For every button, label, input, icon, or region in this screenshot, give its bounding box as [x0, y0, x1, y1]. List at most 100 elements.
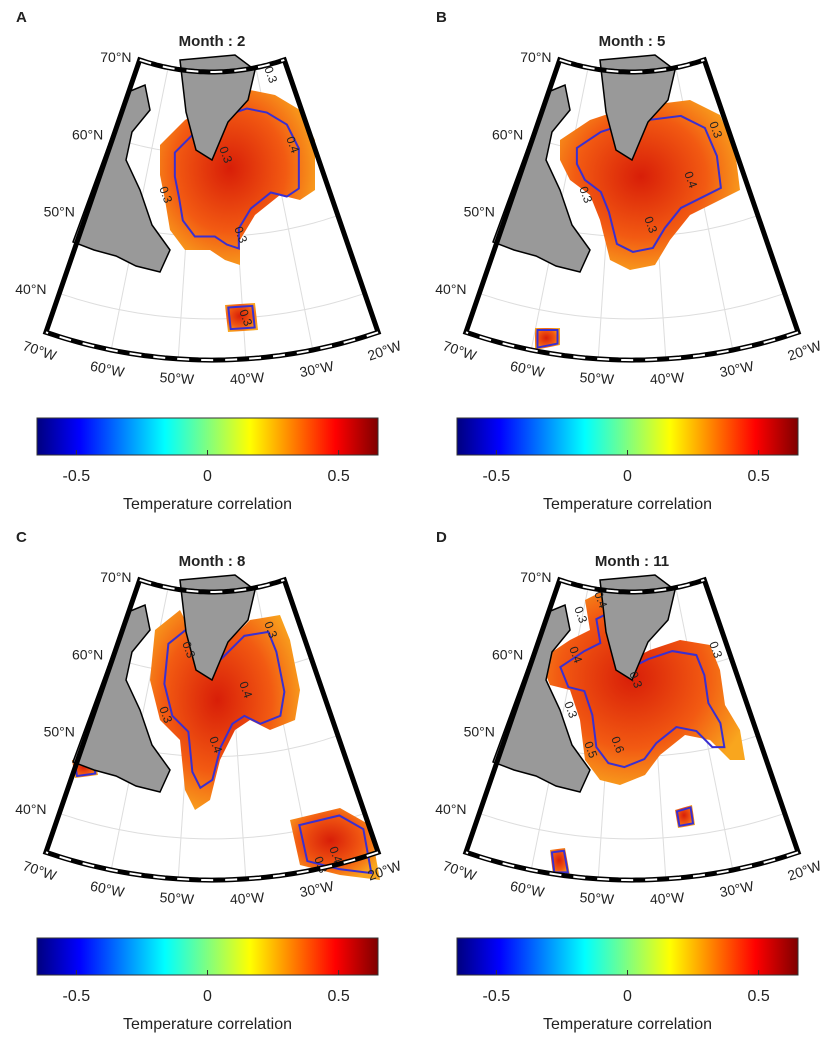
contour-label: 0.4 [591, 589, 610, 610]
land [179, 574, 256, 682]
contour-label: 0.4 [326, 844, 345, 865]
lat-label: 50°N [44, 204, 75, 220]
contour-line [298, 814, 373, 875]
contour-label: 0.4 [283, 134, 302, 155]
contour-label: 0.5 [581, 739, 600, 760]
colorbar-tick-label: -0.5 [63, 468, 91, 485]
lon-label: 60°W [89, 358, 127, 381]
lon-label: 60°W [509, 358, 547, 381]
contour-label: 0.3 [706, 119, 725, 140]
contour-label: 0.4 [236, 679, 255, 700]
lon-label: 30°W [298, 877, 336, 900]
colorbar-tick-label: 0 [623, 468, 632, 485]
contour-label: 0.3 [261, 619, 280, 640]
colorbar-label: Temperature correlation [123, 496, 292, 513]
colorbar [36, 937, 379, 976]
lat-label: 70°N [520, 569, 551, 585]
lat-label: 60°N [72, 646, 103, 662]
lon-label: 40°W [649, 889, 685, 907]
lat-label: 50°N [464, 204, 495, 220]
correlation-area [560, 100, 740, 270]
lat-label: 70°N [100, 49, 131, 65]
panel-title: Month : 11 [595, 553, 669, 570]
land [599, 54, 676, 162]
colorbar [456, 417, 799, 456]
lon-label: 20°W [785, 857, 823, 884]
panel-letter: B [436, 9, 447, 26]
land [72, 83, 171, 273]
colorbar [36, 417, 379, 456]
panel-title: Month : 8 [179, 553, 246, 570]
colorbar-tick-label: -0.5 [63, 988, 91, 1005]
lon-label: 40°W [229, 889, 265, 907]
land [72, 603, 171, 793]
contour-label: 0.3 [156, 184, 175, 205]
correlation-area [225, 303, 258, 332]
lon-label: 50°W [579, 889, 615, 907]
land [492, 83, 591, 273]
lat-label: 60°N [492, 126, 523, 142]
lon-label: 20°W [785, 337, 823, 364]
panel: B Month : 5 0.3 0.4 0.3 0.3 70°N 60°N 50°N 40°N 70… [435, 9, 824, 513]
panel-title: Month : 2 [179, 33, 246, 50]
colorbar-tick-label: 0 [623, 988, 632, 1005]
colorbar-label: Temperature correlation [543, 496, 712, 513]
contour-label: 0.3 [179, 639, 198, 660]
contour-label: 0.3 [156, 704, 175, 725]
contour-label: 0.3 [231, 224, 250, 245]
correlation-area [540, 590, 745, 785]
lon-label: 30°W [298, 357, 336, 380]
map-frame-ticks [465, 578, 799, 882]
contour-label: 0.3 [641, 214, 660, 235]
correlation-area [150, 610, 300, 810]
colorbar-tick-label: 0.5 [748, 468, 770, 485]
colorbar-label: Temperature correlation [543, 1016, 712, 1033]
lat-label: 40°N [15, 281, 46, 297]
colorbar-tick-label: -0.5 [483, 468, 511, 485]
lon-label: 40°W [229, 369, 265, 387]
colorbar-tick-label: 0 [203, 468, 212, 485]
contour-label: 0.3 [236, 307, 255, 328]
lat-label: 50°N [464, 724, 495, 740]
lat-label: 70°N [520, 49, 551, 65]
panel-title: Month : 5 [599, 33, 666, 50]
lon-label: 50°W [159, 369, 195, 387]
contour-label: 0.4 [681, 169, 700, 190]
lon-label: 70°W [441, 857, 479, 884]
contour-label: 0.4 [206, 734, 225, 755]
graticule [479, 292, 785, 320]
lat-label: 40°N [435, 801, 466, 817]
contour-label: 0.3 [706, 639, 725, 660]
contour-label: 0.4 [566, 644, 585, 665]
lat-label: 70°N [100, 569, 131, 585]
land [179, 54, 256, 162]
colorbar-tick-label: 0 [203, 988, 212, 1005]
contour-label: 0.3 [561, 699, 580, 720]
colorbar-tick-label: -0.5 [483, 988, 511, 1005]
colorbar-tick-label: 0.5 [328, 468, 350, 485]
panel: A Month : 2 0.3 0.4 0.3 0.3 0.3 0.3 70°N 60°N 50°N… [15, 9, 404, 513]
panel-letter: C [16, 529, 27, 546]
colorbar-tick-label: 0.5 [748, 988, 770, 1005]
lon-label: 60°W [89, 878, 127, 901]
lon-label: 70°W [21, 857, 59, 884]
lon-label: 30°W [718, 357, 756, 380]
land [599, 574, 676, 682]
lat-label: 50°N [44, 724, 75, 740]
contour-line [163, 626, 286, 790]
lon-label: 60°W [509, 878, 547, 901]
contour-label: 0.3 [571, 604, 590, 625]
graticule [59, 292, 365, 320]
contour-line [227, 304, 256, 331]
lat-label: 60°N [492, 646, 523, 662]
lon-label: 40°W [649, 369, 685, 387]
lon-label: 50°W [159, 889, 195, 907]
lon-label: 70°W [441, 337, 479, 364]
map-frame-ticks [45, 578, 379, 882]
colorbar [456, 937, 799, 976]
panel-letter: D [436, 529, 447, 546]
contour-line [173, 107, 300, 250]
